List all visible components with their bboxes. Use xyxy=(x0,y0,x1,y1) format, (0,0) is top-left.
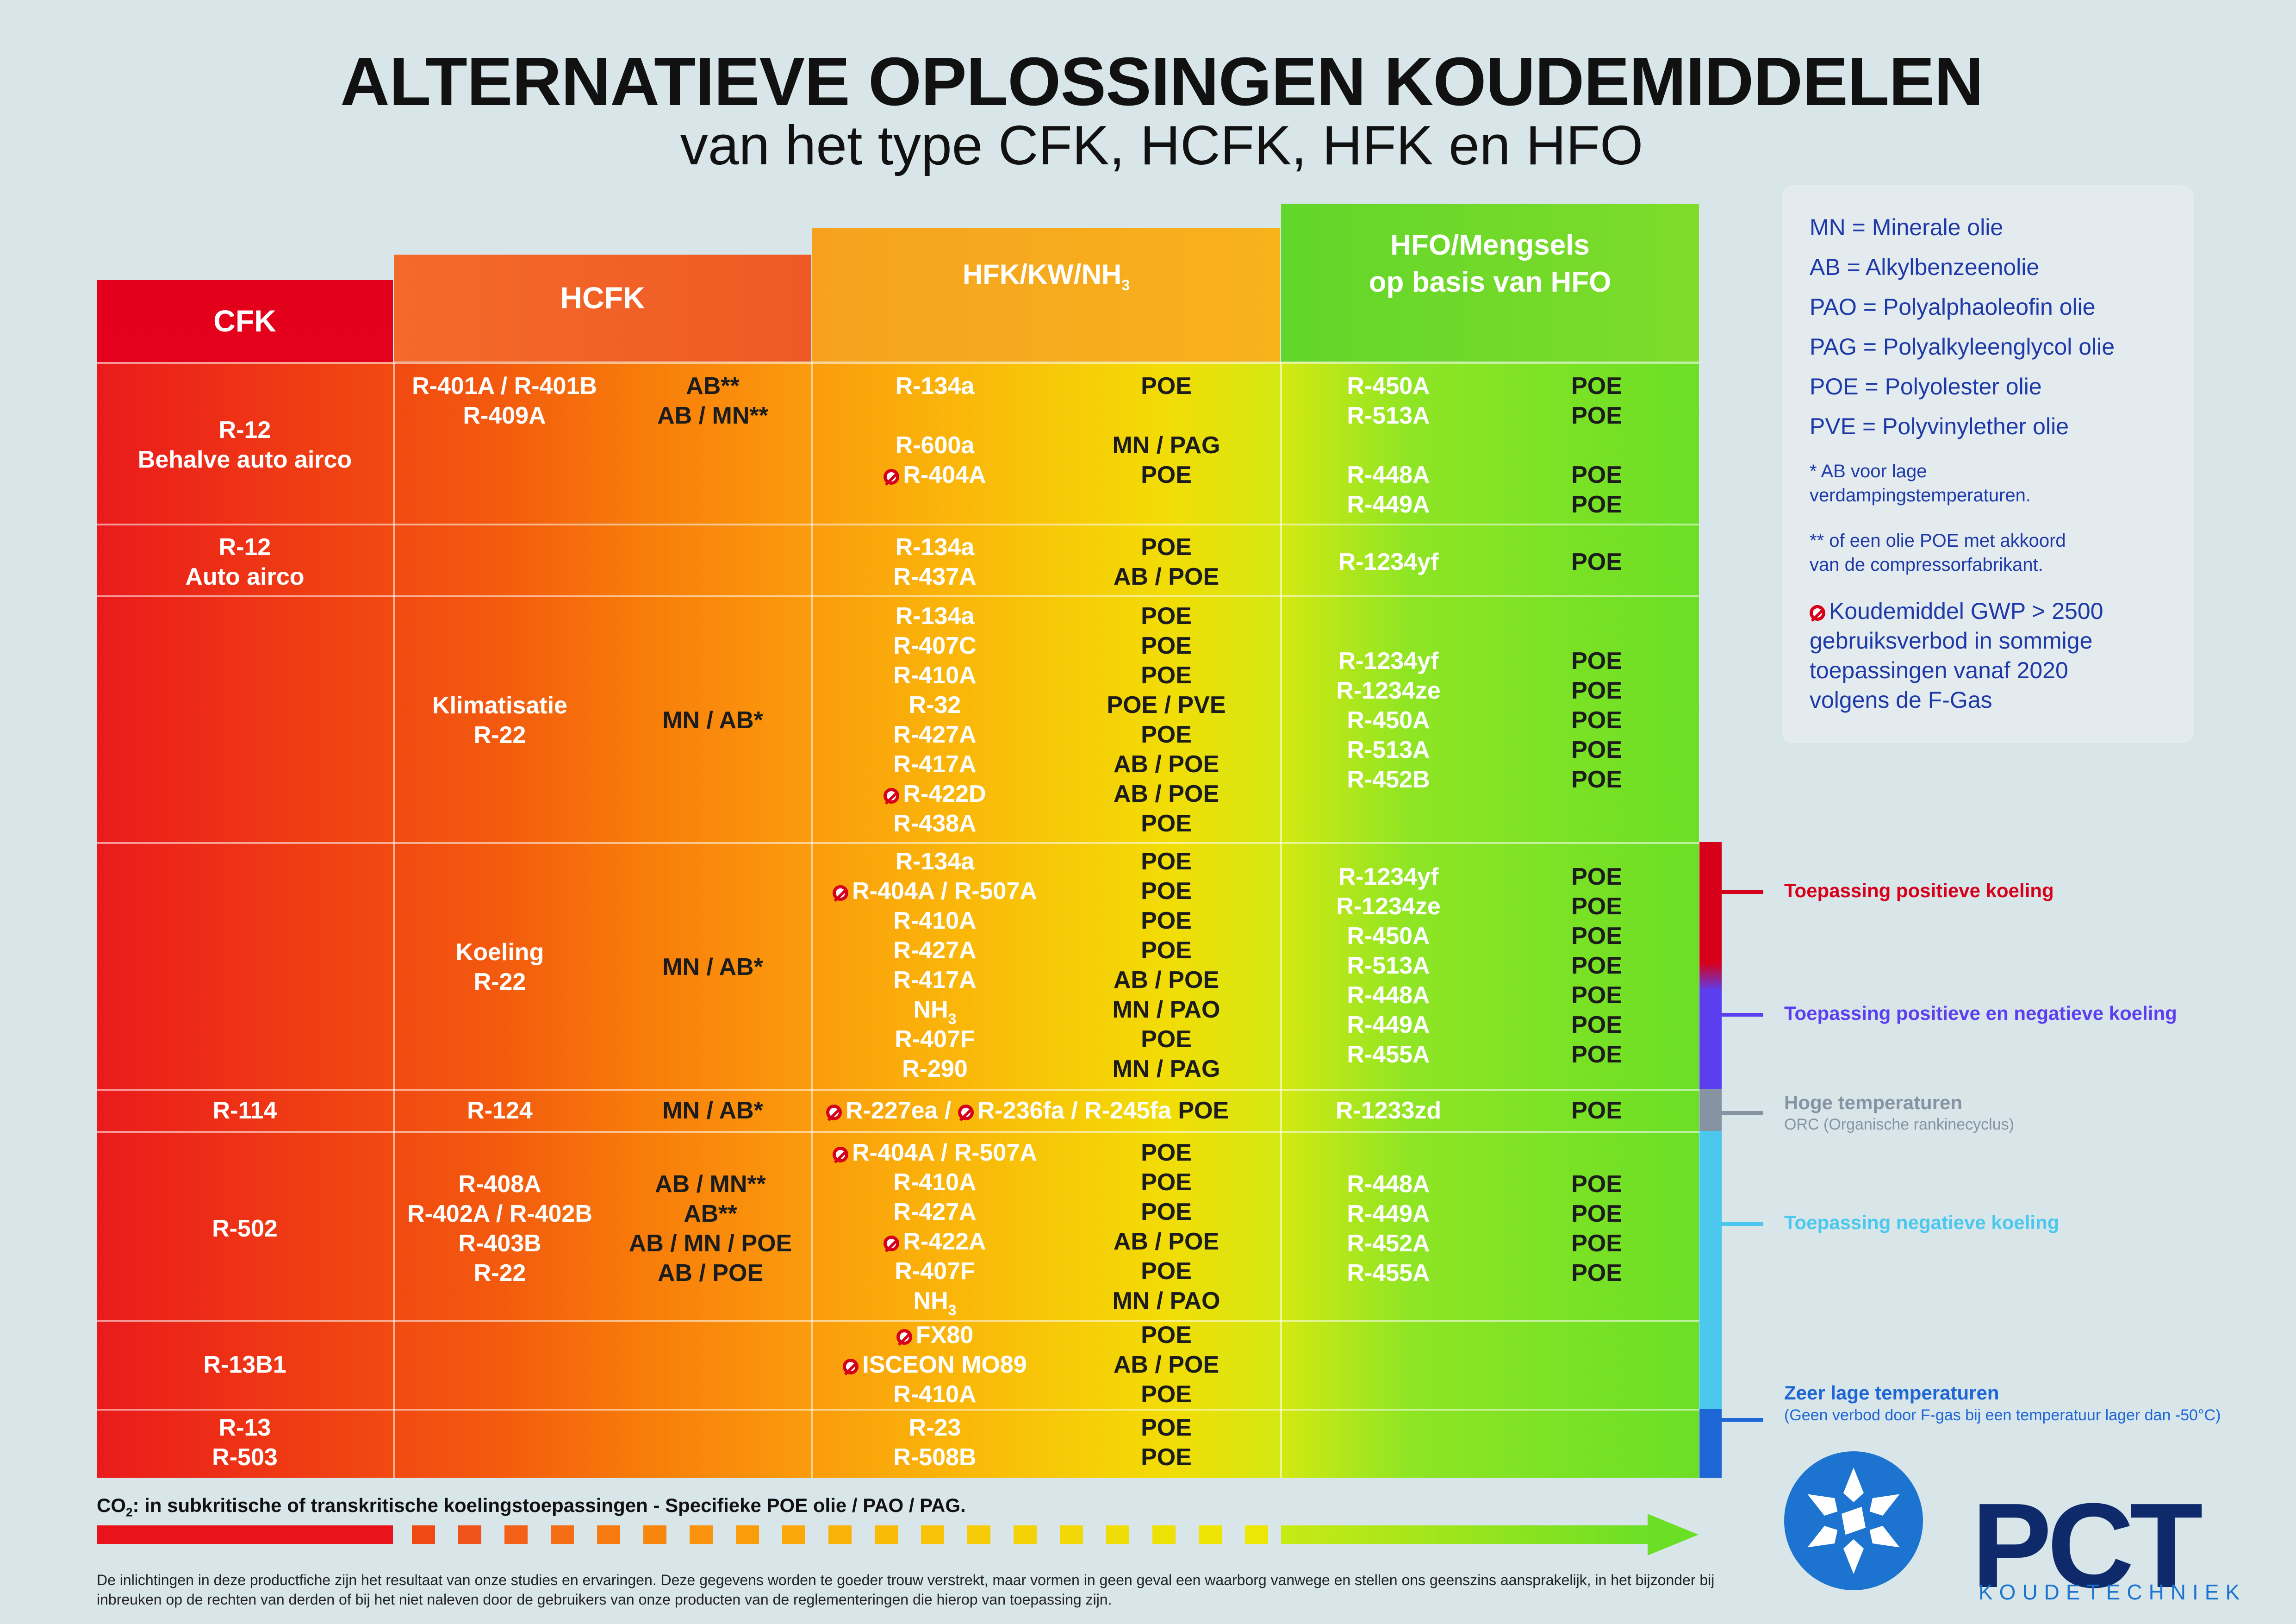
table-cell: POE AB / POE xyxy=(1113,534,1220,590)
ban-icon xyxy=(896,1329,912,1345)
ban-icon xyxy=(1810,605,1825,621)
table-cell: POE xyxy=(1571,1097,1622,1124)
table-cell: POE POE POE POE POE POE POE xyxy=(1571,863,1622,1068)
page-subtitle: van het type CFK, HCFK, HFK en HFO xyxy=(680,114,1643,176)
table-cell: R-114 xyxy=(212,1097,277,1124)
legend-gwp: Koudemiddel GWP > 2500 gebruiksverbod in… xyxy=(1810,598,2103,713)
table-cell: R-227ea / R-236fa / R-245fa POE xyxy=(826,1096,1229,1125)
application-verylow: Zeer lage temperaturen xyxy=(1784,1382,1999,1404)
table-cell: R-404A / R-507A R-410A R-427A R-422A R-407F N… xyxy=(815,1138,1055,1318)
ban-icon xyxy=(958,1105,974,1120)
table-cell: R-448A R-449A R-452A R-455A xyxy=(1347,1171,1430,1287)
table-cell: R-12 Auto airco xyxy=(185,534,305,590)
table-cell: AB / MN** AB** AB / MN / POE AB / POE xyxy=(628,1171,792,1287)
table-cell: R-401A / R-401B R-409A xyxy=(412,373,597,429)
table-cell: R-408A R-402A / R-402B R-403B R-22 xyxy=(407,1171,592,1287)
table-cell: R-134a R-404A / R-507A R-410A R-427A R-417A N… xyxy=(815,847,1055,1084)
table-cell: POE POE POE POE xyxy=(1571,1171,1622,1287)
legend-item: MN = Minerale olie xyxy=(1810,214,2004,240)
ban-icon xyxy=(826,1105,842,1120)
table-cell: R-134a R-407C R-410A R-32 R-427A R-417A R-422D… xyxy=(815,601,1055,838)
table-cell: R-1234yf R-1234ze R-450A R-513A R-448A R-449A… xyxy=(1336,863,1441,1068)
table-cell: POE POE xyxy=(1141,1414,1192,1471)
table-cell: MN / AB* xyxy=(662,954,763,981)
application-verylow-sub: (Geen verbod door F-gas bij een temperat… xyxy=(1784,1406,2221,1424)
ban-icon xyxy=(884,469,900,485)
table-cell: R-13B1 xyxy=(203,1351,286,1378)
table-cell: Klimatisatie R-22 xyxy=(432,692,567,749)
application-bar-verylow xyxy=(1699,1409,1722,1478)
table-cell: R-1234yf xyxy=(1338,549,1439,575)
application-bar-high xyxy=(1699,1089,1722,1131)
ban-icon xyxy=(884,1236,900,1251)
legend-box: MN = Minerale olie AB = Alkylbenzeenolie… xyxy=(1782,185,2194,743)
ban-icon xyxy=(884,788,900,804)
table-cell: R-13 R-503 xyxy=(212,1414,278,1471)
legend-item: POE = Polyolester olie xyxy=(1810,374,2042,400)
table-cell: POE MN / PAG POE xyxy=(1112,373,1220,488)
co2-bar xyxy=(97,1525,393,1544)
legend-item: PVE = Polyvinylether olie xyxy=(1810,413,2069,439)
snowflake-logo-icon xyxy=(1784,1451,1923,1590)
table-cell: R-134a R-600a R-404A xyxy=(815,371,1055,490)
arrow-right-icon xyxy=(1648,1514,1699,1555)
legend-item: PAO = Polyalphaoleofin olie xyxy=(1810,294,2096,320)
table-cell: POE POE POE POE / PVE POE AB / POE AB / POE POE xyxy=(1107,603,1226,837)
table-cell: MN / AB* xyxy=(662,1097,763,1124)
application-high-sub: ORC (Organische rankinecyclus) xyxy=(1784,1116,2014,1133)
header-hcfk: HCFK xyxy=(560,281,645,315)
legend-note: ** of een olie POE met akkoord van de com… xyxy=(1810,531,2066,575)
application-posneg: Toepassing positieve en negatieve koelin… xyxy=(1784,1002,2177,1024)
brand-logo: PCT xyxy=(1972,1479,2203,1613)
application-negative: Toepassing negatieve koeling xyxy=(1784,1212,2060,1233)
table-cell: R-134a R-437A xyxy=(893,534,977,590)
table-cell: FX80 ISCEON MO89 R-410A xyxy=(815,1320,1055,1409)
column-hfo: HFO/Mengsels op basis van HFO xyxy=(1281,204,1699,1478)
table-cell: POE POE POE POE xyxy=(1571,373,1622,518)
legend-item: PAG = Polyalkyleenglycol olie xyxy=(1810,334,2115,360)
header-hfk: HFK/KW/NH3 xyxy=(962,259,1130,294)
table-cell: POE AB / POE POE xyxy=(1113,1322,1220,1408)
table-cell: R-1234yf R-1234ze R-450A R-513A R-452B xyxy=(1336,648,1441,793)
legend-item: AB = Alkylbenzeenolie xyxy=(1810,254,2040,280)
ban-icon xyxy=(843,1359,859,1374)
application-positive: Toepassing positieve koeling xyxy=(1784,880,2054,901)
table-cell: R-450A R-513A R-448A R-449A xyxy=(1347,373,1430,518)
table-cell: POE POE POE POE AB / POE MN / PAO POE MN / PAG xyxy=(1112,848,1220,1082)
table-cell: MN / AB* xyxy=(662,707,763,734)
co2-note: CO2: in subkritische of transkritische k… xyxy=(97,1494,966,1519)
table-cell: Koeling R-22 xyxy=(455,939,544,995)
application-bar-positive xyxy=(1699,842,1722,976)
table-cell: R-124 xyxy=(467,1097,533,1124)
table-cell: R-23 R-508B xyxy=(893,1414,977,1471)
legend-note: * AB voor lage verdampingstemperaturen. xyxy=(1810,461,2031,506)
column-hfk: HFK/KW/NH3 xyxy=(812,228,1280,1478)
table-cell: R-12 Behalve auto airco xyxy=(137,417,352,473)
table-body xyxy=(97,362,1699,1478)
brand-subtitle: KOUDETECHNIEK xyxy=(1979,1580,2246,1604)
column-hcfk: HCFK xyxy=(394,255,811,1478)
page-title: ALTERNATIEVE OPLOSSINGEN KOUDEMIDDELEN xyxy=(340,44,1984,120)
ban-icon xyxy=(833,1147,849,1162)
application-bar-posneg xyxy=(1699,991,1722,1089)
disclaimer: De inlichtingen in deze productfiche zij… xyxy=(97,1572,1715,1608)
header-cfk: CFK xyxy=(213,304,276,338)
application-high: Hoge temperaturen xyxy=(1784,1092,1963,1113)
table-cell: POE POE POE AB / POE POE MN / PAO xyxy=(1112,1139,1220,1314)
header-hfo: HFO/Mengsels op basis van HFO xyxy=(1369,229,1612,298)
table-cell: R-1233zd xyxy=(1335,1097,1442,1124)
table-cell: POE xyxy=(1571,549,1622,575)
ban-icon xyxy=(833,885,849,901)
table-cell: R-502 xyxy=(212,1215,278,1242)
table-cell: POE POE POE POE POE xyxy=(1571,648,1622,793)
table-cell: AB** AB / MN** xyxy=(657,373,768,429)
application-bar-negative xyxy=(1699,1131,1722,1409)
